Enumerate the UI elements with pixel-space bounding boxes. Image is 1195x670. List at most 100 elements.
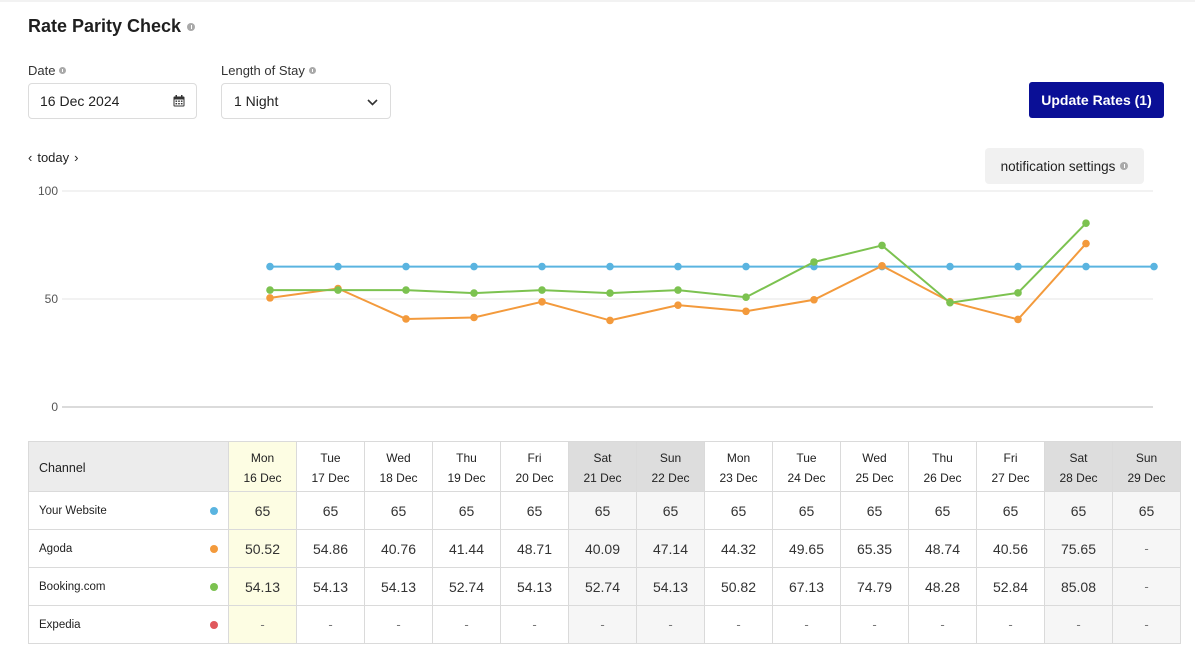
- date-input[interactable]: 16 Dec 2024: [28, 83, 197, 119]
- length-of-stay-select[interactable]: 1 Night: [221, 83, 391, 119]
- data-point-your_website[interactable]: [1150, 262, 1158, 271]
- day-date: 21 Dec: [583, 470, 622, 485]
- data-point-booking[interactable]: [402, 286, 410, 294]
- rate-cell: 65: [772, 491, 841, 530]
- data-point-agoda[interactable]: [674, 301, 682, 309]
- data-point-booking[interactable]: [878, 241, 886, 250]
- data-point-your_website[interactable]: [266, 262, 274, 271]
- chevron-down-icon: [367, 93, 378, 109]
- data-point-agoda[interactable]: [606, 316, 614, 325]
- day-of-week: Thu: [932, 450, 953, 465]
- data-point-booking[interactable]: [1014, 289, 1022, 297]
- day-date: 20 Dec: [515, 470, 554, 485]
- data-point-agoda[interactable]: [1014, 315, 1022, 324]
- data-point-your_website[interactable]: [334, 262, 342, 271]
- data-point-agoda[interactable]: [470, 313, 478, 322]
- rate-cell: 54.13: [636, 567, 705, 606]
- data-point-booking[interactable]: [810, 258, 818, 266]
- day-date: 27 Dec: [991, 470, 1030, 485]
- day-date: 16 Dec: [243, 470, 282, 485]
- data-point-booking[interactable]: [1082, 219, 1090, 228]
- rate-cell: -: [296, 605, 365, 644]
- data-point-booking[interactable]: [266, 286, 274, 294]
- data-point-your_website[interactable]: [606, 262, 614, 271]
- update-rates-button[interactable]: Update Rates (1): [1029, 82, 1164, 118]
- chevron-left-icon[interactable]: ‹: [28, 150, 33, 165]
- info-icon[interactable]: [187, 22, 196, 31]
- data-point-booking[interactable]: [334, 286, 342, 294]
- rate-cell: 65: [1112, 491, 1181, 530]
- date-navigation: ‹ today ›: [28, 150, 79, 165]
- rate-cell: 85.08: [1044, 567, 1113, 606]
- legend-dot-icon: [210, 621, 218, 629]
- table-header-row: Channel Mon 16 Dec Tue 17 Dec Wed 18 Dec Thu 19…: [28, 441, 1181, 492]
- data-point-your_website[interactable]: [742, 262, 750, 271]
- rate-cell: 54.13: [364, 567, 433, 606]
- data-point-booking[interactable]: [742, 293, 750, 302]
- rate-cell: 65: [976, 491, 1045, 530]
- rate-cell: 44.32: [704, 529, 773, 568]
- rate-cell: -: [568, 605, 637, 644]
- table-row: Your Website 65 65 65 65 65 65 65 65 65 65 65 65 65 65: [28, 491, 1181, 530]
- channel-cell: Expedia: [28, 605, 229, 644]
- y-tick-label: 100: [38, 184, 58, 198]
- rate-cell: 65: [1044, 491, 1113, 530]
- rate-cell: 50.52: [228, 529, 297, 568]
- rate-cell: 67.13: [772, 567, 841, 606]
- data-point-agoda[interactable]: [878, 262, 886, 270]
- rate-cell: 40.56: [976, 529, 1045, 568]
- data-point-booking[interactable]: [538, 286, 546, 294]
- day-column-header: Tue 24 Dec: [772, 441, 841, 492]
- chevron-right-icon[interactable]: ›: [74, 150, 79, 165]
- data-point-your_website[interactable]: [470, 262, 478, 271]
- calendar-icon[interactable]: [173, 95, 185, 107]
- y-tick-label: 0: [51, 400, 58, 414]
- day-date: 19 Dec: [447, 470, 486, 485]
- data-point-your_website[interactable]: [946, 262, 954, 271]
- legend-dot-icon: [210, 583, 218, 591]
- rate-cell: -: [364, 605, 433, 644]
- data-point-your_website[interactable]: [674, 262, 682, 271]
- day-of-week: Fri: [1003, 450, 1018, 465]
- data-point-agoda[interactable]: [810, 295, 818, 304]
- data-point-your_website[interactable]: [538, 262, 546, 271]
- day-of-week: Mon: [250, 450, 275, 465]
- rate-cell: -: [704, 605, 773, 644]
- date-label: Date: [28, 63, 67, 78]
- data-point-agoda[interactable]: [538, 297, 546, 306]
- rate-cell: -: [908, 605, 977, 644]
- rate-cell: -: [1112, 567, 1181, 606]
- day-column-header: Sat 21 Dec: [568, 441, 637, 492]
- notification-settings-button[interactable]: notification settings: [985, 148, 1144, 184]
- rate-cell: -: [432, 605, 501, 644]
- today-link[interactable]: today: [37, 150, 70, 165]
- date-info-icon[interactable]: [59, 67, 67, 74]
- data-point-your_website[interactable]: [1082, 262, 1090, 271]
- table-row: Expedia - - - - - - - - - - - - - -: [28, 605, 1181, 644]
- day-column-header: Mon 23 Dec: [704, 441, 773, 492]
- los-info-icon[interactable]: [308, 67, 316, 74]
- rate-cell: 65: [908, 491, 977, 530]
- data-point-your_website[interactable]: [1014, 262, 1022, 271]
- data-point-agoda[interactable]: [266, 294, 274, 302]
- day-column-header: Sun 29 Dec: [1112, 441, 1181, 492]
- rate-cell: -: [636, 605, 705, 644]
- data-point-your_website[interactable]: [402, 262, 410, 271]
- data-point-agoda[interactable]: [1082, 239, 1090, 248]
- rate-cell: -: [772, 605, 841, 644]
- data-point-agoda[interactable]: [742, 307, 750, 316]
- data-point-agoda[interactable]: [402, 315, 410, 323]
- day-column-header: Tue 17 Dec: [296, 441, 365, 492]
- rate-cell: 65: [704, 491, 773, 530]
- rate-cell: 40.09: [568, 529, 637, 568]
- rate-cell: -: [1112, 529, 1181, 568]
- channel-cell: Agoda: [28, 529, 229, 568]
- data-point-booking[interactable]: [606, 289, 614, 297]
- rate-cell: 75.65: [1044, 529, 1113, 568]
- data-point-booking[interactable]: [674, 286, 682, 294]
- day-column-header: Fri 27 Dec: [976, 441, 1045, 492]
- data-point-booking[interactable]: [470, 289, 478, 297]
- day-of-week: Mon: [726, 450, 751, 465]
- rate-cell: 54.13: [500, 567, 569, 606]
- data-point-booking[interactable]: [946, 298, 954, 307]
